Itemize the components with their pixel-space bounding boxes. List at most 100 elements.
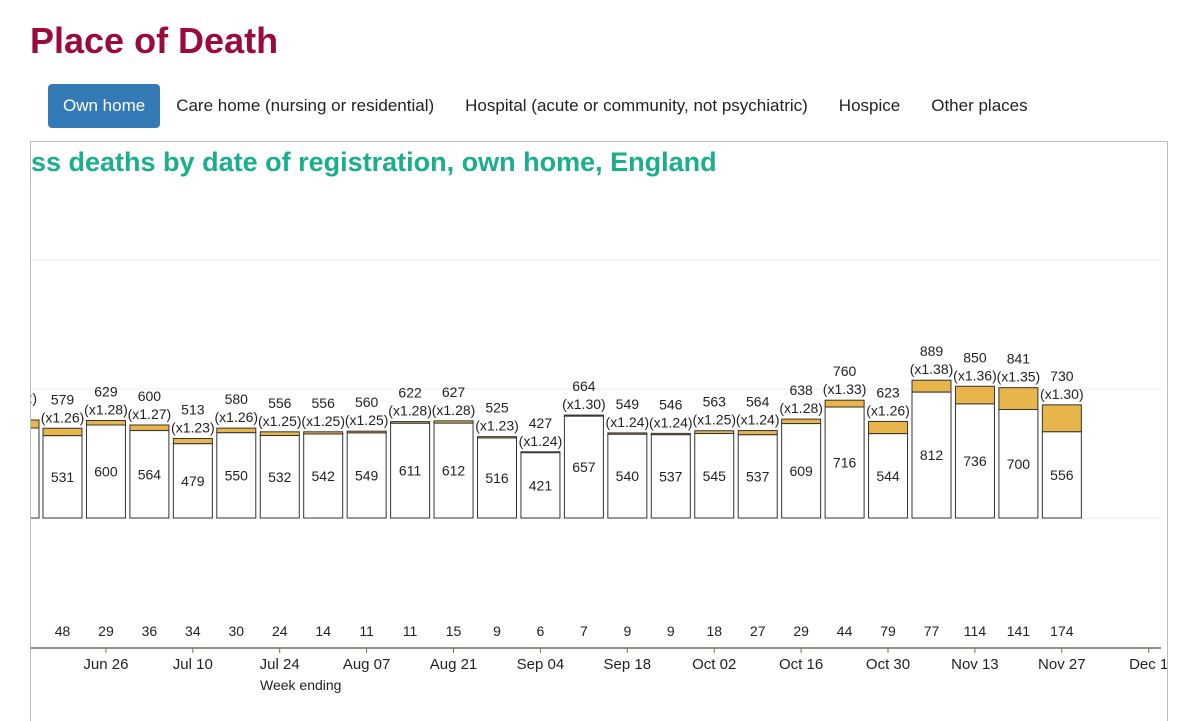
bar-baseline-label-6: 532 xyxy=(268,469,292,485)
bar-baseline-label-23: 700 xyxy=(1007,456,1031,472)
chart-title: ss deaths by date of registration, own h… xyxy=(31,147,717,177)
bar-baseline-14 xyxy=(607,433,648,519)
bar-excess-24 xyxy=(1041,404,1082,433)
x-tick-label-7: Sep 18 xyxy=(604,656,652,673)
bar-baseline-16 xyxy=(694,433,735,519)
bar-baseline-label-9: 611 xyxy=(399,463,422,479)
bar-baseline-label-8: 549 xyxy=(355,467,379,483)
chart-panel: ss deaths by date of registration, own h… xyxy=(30,141,1168,721)
bar-total-label-16: 563 xyxy=(703,394,727,410)
excess-value-label-10: 15 xyxy=(446,623,462,639)
x-tick-label-12: Nov 27 xyxy=(1038,656,1086,673)
bar-baseline-7 xyxy=(303,433,344,519)
excess-value-label-3: 36 xyxy=(142,623,158,639)
bar-ratio-label-23: (x1.35) xyxy=(997,369,1041,385)
tab-other-places[interactable]: Other places xyxy=(931,96,1028,115)
x-tick-label-11: Nov 13 xyxy=(951,656,999,673)
excess-value-label-18: 29 xyxy=(793,623,809,639)
bar-total-label-21: 889 xyxy=(920,343,944,359)
excess-value-label-22: 114 xyxy=(964,623,987,639)
bar-ratio-label-19: (x1.33) xyxy=(823,381,867,397)
bar-baseline-label-16: 545 xyxy=(703,468,727,484)
bar-baseline-label-7: 542 xyxy=(312,468,336,484)
bar-ratio-label-12: (x1.24) xyxy=(519,433,563,449)
bar-total-label-9: 622 xyxy=(398,385,422,401)
excess-value-label-11: 9 xyxy=(493,623,501,639)
bar-excess-17 xyxy=(737,430,778,436)
bar-excess-6 xyxy=(259,431,300,437)
bar-total-label-24: 730 xyxy=(1050,368,1074,384)
bar-total-label-11: 525 xyxy=(485,400,509,416)
tab-own-home[interactable]: Own home xyxy=(48,84,161,128)
excess-value-label-23: 141 xyxy=(1007,623,1031,639)
tab-care-home[interactable]: Care home (nursing or residential) xyxy=(176,96,435,115)
bar-total-label-6: 556 xyxy=(268,395,292,411)
bar-baseline-label-12: 421 xyxy=(529,477,553,493)
bar-total-label-10: 627 xyxy=(442,384,466,400)
bar-baseline-label-15: 537 xyxy=(659,468,683,484)
excess-value-label-19: 44 xyxy=(837,623,853,639)
bar-baseline-label-11: 516 xyxy=(485,470,509,486)
bar-baseline-label-21: 812 xyxy=(920,447,944,463)
excess-value-label-1: 48 xyxy=(55,623,71,639)
bar-baseline-label-24: 556 xyxy=(1050,467,1074,483)
x-tick-label-13: Dec 1 xyxy=(1129,656,1168,673)
bar-total-label-1: 579 xyxy=(51,391,75,407)
bar-ratio-label-3: (x1.27) xyxy=(128,406,172,422)
excess-value-label-13: 7 xyxy=(580,623,588,639)
tab-hospital[interactable]: Hospital (acute or community, not psychi… xyxy=(465,96,808,115)
partial-bar-excess xyxy=(31,419,40,429)
bar-baseline-3 xyxy=(129,430,170,519)
bar-excess-3 xyxy=(129,424,170,432)
bar-ratio-label-1: (x1.26) xyxy=(41,409,85,425)
bar-baseline-19 xyxy=(824,406,865,519)
bar-baseline-label-14: 540 xyxy=(616,468,640,484)
bar-baseline-11 xyxy=(477,437,517,519)
bar-baseline-label-13: 657 xyxy=(572,459,596,475)
bar-baseline-21 xyxy=(911,391,952,519)
bar-ratio-label-20: (x1.26) xyxy=(866,402,910,418)
bar-baseline-23 xyxy=(998,409,1039,519)
bar-total-label-20: 623 xyxy=(876,384,900,400)
bar-baseline-10 xyxy=(433,422,474,519)
excess-value-label-5: 30 xyxy=(229,623,245,639)
bar-total-label-22: 850 xyxy=(963,349,987,365)
bar-ratio-label-9: (x1.28) xyxy=(388,403,432,419)
bar-total-label-15: 546 xyxy=(659,396,683,412)
bar-baseline-1 xyxy=(42,435,83,519)
bar-ratio-label-14: (x1.24) xyxy=(606,414,650,430)
bar-ratio-label-21: (x1.38) xyxy=(910,361,954,377)
bar-ratio-label-18: (x1.28) xyxy=(779,400,823,416)
bar-total-label-2: 629 xyxy=(94,384,118,400)
bar-baseline-6 xyxy=(259,435,300,519)
bar-baseline-13 xyxy=(563,415,604,519)
x-axis-label: Week ending xyxy=(260,677,341,693)
bar-baseline-label-22: 736 xyxy=(963,453,987,469)
x-tick-label-8: Oct 02 xyxy=(692,656,736,673)
x-tick-label-9: Oct 16 xyxy=(779,656,823,673)
excess-value-label-2: 29 xyxy=(98,623,114,639)
bar-ratio-label-2: (x1.28) xyxy=(84,402,128,418)
bar-baseline-label-5: 550 xyxy=(225,467,249,483)
bar-baseline-4 xyxy=(172,443,213,519)
bar-baseline-label-19: 716 xyxy=(833,455,857,471)
bar-baseline-5 xyxy=(216,432,257,519)
bar-excess-19 xyxy=(824,399,865,408)
place-tabs: Own home Care home (nursing or residenti… xyxy=(48,84,1044,128)
bar-baseline-18 xyxy=(781,423,822,519)
x-tick-label-10: Oct 30 xyxy=(866,656,910,673)
bar-baseline-9 xyxy=(390,422,431,519)
excess-value-label-8: 11 xyxy=(359,623,374,639)
bar-excess-21 xyxy=(911,379,952,393)
bar-excess-4 xyxy=(172,437,213,445)
bar-ratio-label-4: (x1.23) xyxy=(171,419,215,435)
bar-ratio-label-13: (x1.30) xyxy=(562,396,606,412)
bar-ratio-label-7: (x1.25) xyxy=(301,413,345,429)
bar-ratio-label-16: (x1.25) xyxy=(692,412,736,428)
tab-hospice[interactable]: Hospice xyxy=(838,96,901,115)
bar-baseline-label-3: 564 xyxy=(138,466,162,482)
bar-excess-22 xyxy=(954,385,995,405)
bar-baseline-12 xyxy=(520,452,561,519)
bar-total-label-7: 556 xyxy=(312,395,336,411)
bar-baseline-20 xyxy=(868,433,909,519)
